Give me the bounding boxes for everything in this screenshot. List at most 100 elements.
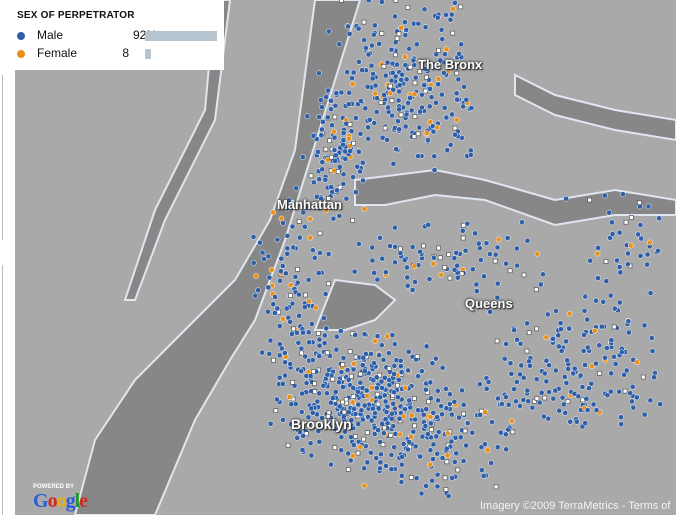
male-point[interactable] — [353, 115, 359, 121]
male-point[interactable] — [453, 250, 460, 256]
male-point[interactable] — [311, 255, 318, 261]
male-point[interactable] — [581, 307, 588, 314]
male-point[interactable] — [388, 466, 395, 473]
male-point[interactable] — [315, 270, 322, 276]
open-point[interactable] — [395, 382, 400, 388]
male-point[interactable] — [460, 401, 467, 408]
male-point[interactable] — [485, 379, 492, 385]
male-point[interactable] — [378, 378, 385, 385]
male-point[interactable] — [587, 257, 594, 264]
male-point[interactable] — [366, 116, 373, 123]
male-point[interactable] — [504, 235, 511, 241]
open-point[interactable] — [335, 169, 341, 175]
open-point[interactable] — [296, 219, 302, 224]
male-point[interactable] — [477, 257, 484, 263]
male-point[interactable] — [439, 455, 446, 461]
male-point[interactable] — [375, 427, 381, 433]
open-point[interactable] — [351, 140, 356, 146]
male-point[interactable] — [325, 28, 332, 35]
male-point[interactable] — [461, 83, 467, 90]
male-point[interactable] — [336, 403, 343, 410]
male-point[interactable] — [328, 461, 334, 468]
open-point[interactable] — [347, 121, 353, 127]
male-point[interactable] — [315, 428, 322, 435]
male-point[interactable] — [409, 287, 416, 293]
male-point[interactable] — [558, 348, 565, 354]
male-point[interactable] — [365, 51, 372, 58]
male-point[interactable] — [507, 360, 514, 367]
female-point[interactable] — [331, 167, 337, 174]
male-point[interactable] — [283, 305, 290, 312]
male-point[interactable] — [637, 222, 644, 228]
male-point[interactable] — [416, 124, 423, 131]
male-point[interactable] — [418, 368, 425, 374]
open-point[interactable] — [426, 399, 431, 405]
male-point[interactable] — [364, 459, 371, 466]
male-point[interactable] — [415, 153, 421, 160]
male-point[interactable] — [300, 329, 306, 336]
female-point[interactable] — [408, 433, 415, 440]
open-point[interactable] — [534, 396, 540, 401]
female-point[interactable] — [331, 128, 337, 135]
female-point[interactable] — [306, 298, 312, 305]
open-point[interactable] — [374, 391, 380, 397]
female-point[interactable] — [434, 124, 441, 131]
male-point[interactable] — [375, 405, 382, 412]
open-point[interactable] — [337, 184, 343, 190]
male-point[interactable] — [350, 385, 357, 391]
male-point[interactable] — [418, 490, 425, 497]
open-point[interactable] — [494, 338, 500, 344]
male-point[interactable] — [606, 209, 613, 216]
male-point[interactable] — [371, 270, 378, 276]
male-point[interactable] — [316, 205, 323, 212]
male-point[interactable] — [265, 284, 272, 291]
male-point[interactable] — [607, 388, 614, 395]
male-point[interactable] — [361, 465, 368, 472]
male-point[interactable] — [419, 91, 425, 98]
male-point[interactable] — [361, 37, 368, 43]
male-point[interactable] — [439, 36, 446, 42]
male-point[interactable] — [396, 82, 403, 88]
open-point[interactable] — [415, 131, 421, 137]
male-point[interactable] — [417, 248, 423, 255]
male-point[interactable] — [452, 434, 459, 441]
male-point[interactable] — [473, 288, 480, 294]
male-point[interactable] — [391, 389, 397, 396]
male-point[interactable] — [319, 159, 326, 165]
male-point[interactable] — [324, 390, 330, 397]
male-point[interactable] — [397, 250, 404, 257]
male-point[interactable] — [398, 479, 405, 485]
male-point[interactable] — [489, 419, 495, 425]
open-point[interactable] — [380, 442, 386, 448]
male-point[interactable] — [543, 357, 550, 364]
male-point[interactable] — [372, 410, 378, 417]
male-point[interactable] — [403, 111, 410, 118]
google-logo[interactable]: Google — [33, 490, 88, 512]
female-point[interactable] — [435, 76, 442, 82]
male-point[interactable] — [620, 191, 626, 198]
male-point[interactable] — [563, 338, 569, 345]
male-point[interactable] — [497, 429, 504, 436]
male-point[interactable] — [538, 389, 545, 396]
male-point[interactable] — [511, 327, 517, 334]
male-point[interactable] — [338, 89, 345, 96]
male-point[interactable] — [287, 361, 294, 367]
male-point[interactable] — [322, 332, 328, 339]
male-point[interactable] — [431, 167, 438, 173]
male-point[interactable] — [429, 477, 435, 484]
male-point[interactable] — [649, 348, 656, 354]
open-point[interactable] — [526, 330, 532, 336]
male-point[interactable] — [272, 294, 278, 300]
male-point[interactable] — [607, 292, 614, 299]
open-point[interactable] — [436, 48, 441, 53]
male-point[interactable] — [354, 163, 361, 170]
male-point[interactable] — [360, 416, 366, 423]
male-point[interactable] — [369, 257, 376, 264]
female-point[interactable] — [351, 360, 357, 367]
male-point[interactable] — [382, 416, 389, 423]
female-point[interactable] — [372, 338, 379, 344]
male-point[interactable] — [447, 391, 453, 398]
male-point[interactable] — [431, 254, 437, 261]
male-point[interactable] — [430, 456, 436, 462]
male-point[interactable] — [525, 398, 532, 405]
